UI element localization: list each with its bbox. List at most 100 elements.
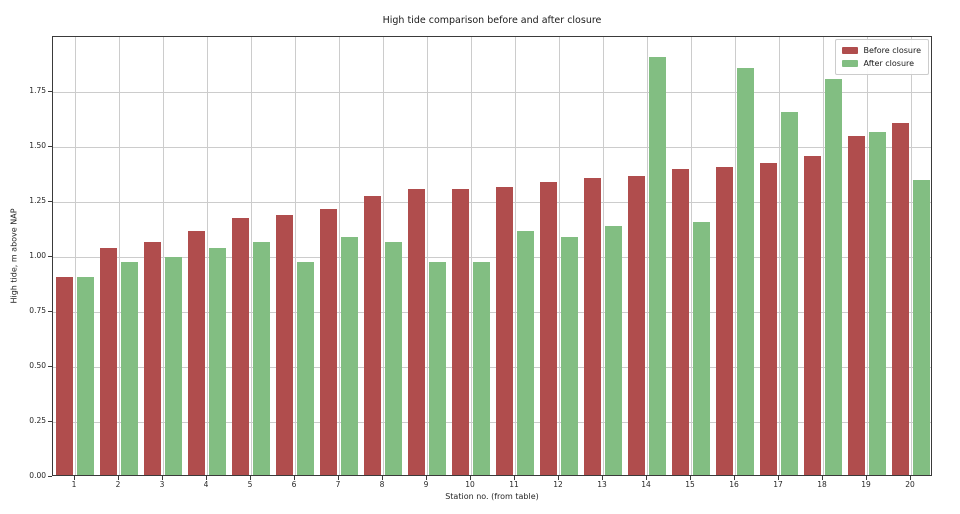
bar-after-station-13 [605,226,622,475]
x-gridline [118,37,120,475]
legend-label: After closure [863,59,915,68]
x-tick-label: 20 [905,480,915,489]
bar-before-station-20 [892,123,909,475]
bar-before-station-1 [56,277,73,475]
x-gridline [602,37,604,475]
x-tick-label: 1 [71,480,77,489]
x-tick-label: 8 [379,480,385,489]
x-gridline [822,37,824,475]
bar-before-station-6 [276,215,293,475]
x-tick-mark [601,476,603,480]
x-tick-label: 6 [291,480,297,489]
x-tick-mark [469,476,471,480]
y-tick-mark [48,310,52,312]
plot-area [52,36,932,476]
x-tick-mark [117,476,119,480]
y-gridline [53,146,931,148]
y-tick-mark [48,420,52,422]
x-tick-label: 18 [817,480,827,489]
x-tick-mark [249,476,251,480]
x-gridline [646,37,648,475]
x-tick-label: 13 [597,480,607,489]
y-tick-mark [48,475,52,477]
x-gridline [910,37,912,475]
bar-before-station-13 [584,178,601,475]
x-gridline [734,37,736,475]
x-gridline [294,37,296,475]
bar-before-station-12 [540,182,557,475]
bar-after-station-20 [913,180,930,475]
bar-after-station-18 [825,79,842,475]
x-gridline [162,37,164,475]
bar-after-station-16 [737,68,754,475]
x-gridline [690,37,692,475]
bar-after-station-1 [77,277,94,475]
x-gridline [206,37,208,475]
x-axis-label: Station no. (from table) [445,492,539,501]
legend-entry-before: Before closure [841,44,922,57]
bar-after-station-7 [341,237,358,475]
bar-after-station-17 [781,112,798,475]
x-tick-mark [293,476,295,480]
bar-after-station-5 [253,241,270,475]
legend: Before closure After closure [834,39,929,75]
y-tick-mark [48,365,52,367]
x-gridline [382,37,384,475]
bar-before-station-15 [672,169,689,475]
y-tick-mark [48,255,52,257]
x-tick-mark [205,476,207,480]
x-tick-mark [645,476,647,480]
x-tick-label: 12 [553,480,563,489]
bar-before-station-8 [364,195,381,475]
bar-before-station-18 [804,156,821,475]
bar-after-station-4 [209,248,226,475]
legend-label: Before closure [863,46,922,55]
x-gridline [866,37,868,475]
x-gridline [250,37,252,475]
bar-after-station-8 [385,241,402,475]
legend-entry-after: After closure [841,57,922,70]
x-tick-label: 10 [465,480,475,489]
y-tick-label: 0.00 [29,471,46,480]
y-gridline [53,256,931,258]
y-tick-label: 1.00 [29,251,46,260]
x-tick-label: 15 [685,480,695,489]
bar-before-station-4 [188,230,205,475]
y-tick-label: 0.75 [29,306,46,315]
x-tick-mark [557,476,559,480]
x-tick-label: 17 [773,480,783,489]
x-tick-mark [777,476,779,480]
y-tick-mark [48,200,52,202]
x-tick-label: 16 [729,480,739,489]
bar-before-station-9 [408,189,425,475]
y-tick-label: 0.25 [29,416,46,425]
bar-after-station-2 [121,261,138,475]
x-tick-label: 3 [159,480,165,489]
y-gridline [53,311,931,313]
y-tick-label: 0.50 [29,361,46,370]
y-gridline [53,201,931,203]
bar-before-station-2 [100,248,117,475]
y-gridline [53,91,931,93]
x-tick-label: 2 [115,480,121,489]
bar-after-station-12 [561,237,578,475]
x-tick-label: 7 [335,480,341,489]
bar-after-station-3 [165,257,182,475]
x-tick-mark [733,476,735,480]
x-tick-mark [337,476,339,480]
x-gridline [778,37,780,475]
bar-after-station-19 [869,131,886,475]
x-tick-mark [821,476,823,480]
x-tick-mark [865,476,867,480]
y-gridline [53,421,931,423]
x-tick-label: 4 [203,480,209,489]
y-tick-label: 1.75 [29,86,46,95]
bar-before-station-10 [452,189,469,475]
y-tick-mark [48,90,52,92]
bar-after-station-15 [693,222,710,475]
x-gridline [426,37,428,475]
y-tick-label: 1.25 [29,196,46,205]
bar-before-station-14 [628,175,645,475]
bar-after-station-14 [649,57,666,475]
